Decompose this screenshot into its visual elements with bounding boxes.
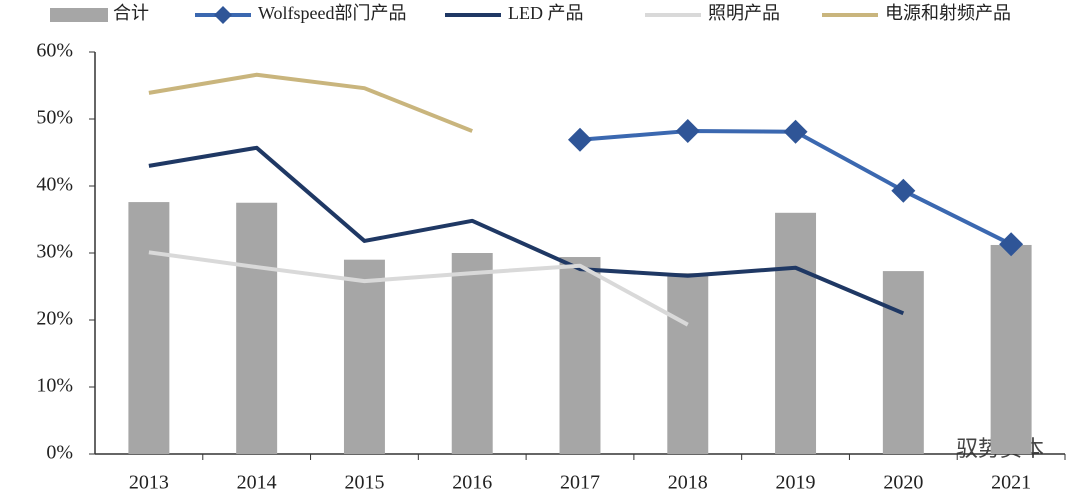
bar (236, 202, 278, 454)
line (148, 145, 905, 316)
bar (128, 202, 170, 454)
bar (882, 271, 924, 454)
legend-marker (214, 6, 232, 24)
y-tick-label: 0% (46, 442, 73, 464)
y-tick-label: 40% (36, 174, 73, 196)
y-tick-label: 20% (36, 308, 73, 330)
bar (559, 257, 601, 454)
legend-swatch (50, 8, 108, 22)
marker (891, 178, 916, 203)
legend-label: 照明产品 (708, 3, 780, 23)
line (148, 72, 473, 133)
marker (568, 127, 592, 152)
marker (675, 119, 700, 144)
legend-label: 合计 (113, 3, 149, 23)
x-tick-label: 2015 (344, 472, 384, 494)
y-tick-label: 50% (36, 107, 73, 129)
line (148, 250, 689, 327)
x-tick-label: 2019 (776, 472, 816, 494)
bar (343, 259, 385, 454)
x-tick-label: 2014 (237, 472, 277, 494)
bar (667, 273, 709, 454)
bar (775, 212, 817, 454)
bar (990, 244, 1032, 454)
x-tick-label: 2018 (668, 472, 708, 494)
x-tick-label: 2016 (452, 472, 492, 494)
y-tick-label: 30% (36, 241, 73, 263)
y-tick-label: 10% (36, 375, 73, 397)
x-tick-label: 2021 (991, 472, 1031, 494)
marker (783, 119, 808, 144)
legend-label: LED 产品 (508, 3, 584, 23)
legend-label: 电源和射频产品 (885, 3, 1011, 23)
x-tick-label: 2013 (129, 472, 169, 494)
y-tick-label: 60% (36, 40, 73, 62)
marker (999, 232, 1024, 257)
bar (451, 253, 493, 454)
legend-label: Wolfspeed部门产品 (258, 3, 407, 23)
x-tick-label: 2017 (560, 472, 600, 494)
x-tick-label: 2020 (883, 472, 923, 494)
